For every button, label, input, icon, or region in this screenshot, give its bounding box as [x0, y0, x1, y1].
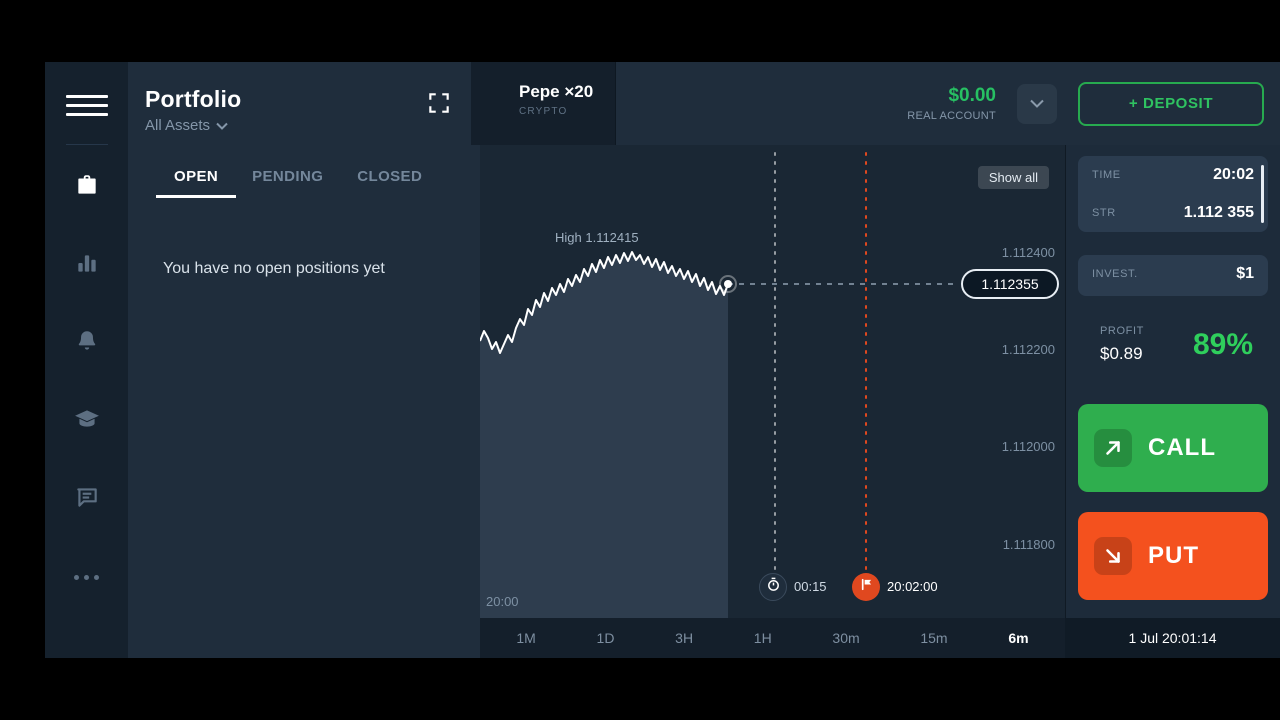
axis-price-label: 1.112000	[1001, 439, 1055, 454]
axis-price-label: 1.112400	[1001, 245, 1055, 260]
chart-canvas	[480, 152, 959, 618]
positions-tabs: OPEN PENDING CLOSED	[155, 168, 480, 198]
strike-row[interactable]: STR 1.112 355	[1078, 194, 1268, 232]
top-header: Pepe ×20 CRYPTO $0.00 REAL ACCOUNT + DEP…	[471, 62, 1280, 145]
invest-value: $1	[1236, 265, 1254, 282]
arrow-down-right-icon	[1094, 537, 1132, 575]
server-clock-value: 1 Jul 20:01:14	[1128, 630, 1217, 646]
invest-row[interactable]: INVEST. $1	[1078, 255, 1268, 293]
chat-icon	[74, 484, 100, 515]
countdown-marker	[759, 573, 787, 601]
tab-closed[interactable]: CLOSED	[357, 168, 423, 185]
arrow-up-right-icon	[1094, 429, 1132, 467]
asset-filter-dropdown[interactable]: All Assets	[145, 117, 480, 134]
strike-label: STR	[1092, 207, 1116, 219]
account-cluster: $0.00 REAL ACCOUNT + DEPOSIT	[907, 62, 1264, 145]
countdown-value: 00:15	[794, 579, 827, 594]
current-price-badge: 1.112355	[961, 269, 1059, 299]
timeframe-1H[interactable]: 1H	[753, 630, 772, 646]
tab-open[interactable]: OPEN	[155, 168, 237, 198]
sidebar	[45, 62, 128, 658]
account-dropdown-button[interactable]	[1017, 83, 1057, 124]
graduation-cap-icon	[74, 406, 100, 437]
asset-name: Pepe ×20	[519, 82, 594, 101]
bar-chart-icon	[74, 250, 100, 281]
timeframe-bar: 1M 1D 3H 1H 30m 15m 6m	[480, 618, 1065, 658]
expiry-marker	[852, 573, 880, 601]
briefcase-icon	[74, 172, 100, 203]
time-label: TIME	[1092, 169, 1121, 181]
timeframe-3H[interactable]: 3H	[675, 630, 694, 646]
strike-scrollbar[interactable]	[1261, 165, 1264, 223]
profit-amount: $0.89	[1100, 344, 1143, 363]
profit-left: PROFIT $0.89	[1100, 325, 1144, 364]
server-clock: 1 Jul 20:01:14	[1065, 618, 1280, 658]
sidebar-item-education[interactable]	[73, 407, 101, 435]
expiry-value: 20:02:00	[887, 579, 938, 594]
trade-panel: TIME 20:02 STR 1.112 355 INVEST. $1 PROF…	[1065, 145, 1280, 618]
price-area	[480, 252, 728, 618]
sidebar-nav	[73, 173, 101, 591]
chevron-down-icon	[216, 117, 228, 134]
profit-percent: 89%	[1192, 327, 1253, 361]
empty-positions-message: You have no open positions yet	[163, 260, 385, 277]
time-strike-card[interactable]: TIME 20:02 STR 1.112 355	[1078, 156, 1268, 232]
page-title: Portfolio	[145, 86, 242, 112]
time-value: 20:02	[1213, 166, 1254, 183]
asset-filter-label: All Assets	[145, 117, 211, 134]
show-all-button[interactable]: Show all	[977, 166, 1049, 189]
put-label: PUT	[1148, 542, 1199, 569]
bell-icon	[74, 328, 100, 359]
invest-card[interactable]: INVEST. $1	[1078, 255, 1268, 296]
time-row[interactable]: TIME 20:02	[1078, 156, 1268, 194]
call-button[interactable]: CALL	[1078, 404, 1268, 492]
time-axis-label: 20:00	[486, 594, 519, 609]
deposit-button[interactable]: + DEPOSIT	[1078, 81, 1264, 126]
asset-category: CRYPTO	[519, 106, 568, 117]
high-price-label: High 1.112415	[555, 230, 639, 245]
fullscreen-button[interactable]	[424, 90, 454, 120]
more-icon	[74, 574, 99, 580]
timeframe-1M[interactable]: 1M	[516, 630, 536, 646]
account-balance: $0.00	[948, 85, 996, 106]
timeframe-6m[interactable]: 6m	[1008, 630, 1029, 646]
price-line	[480, 251, 729, 354]
sidebar-item-chat[interactable]	[73, 485, 101, 513]
timeframe-30m[interactable]: 30m	[832, 630, 860, 646]
timeframe-15m[interactable]: 15m	[920, 630, 948, 646]
axis-price-label: 1.111800	[1002, 537, 1055, 552]
sidebar-divider	[65, 144, 108, 145]
invest-label: INVEST.	[1092, 268, 1138, 280]
current-price-dot-ring	[719, 275, 737, 293]
asset-selector[interactable]: Pepe ×20 CRYPTO	[471, 62, 616, 145]
put-button[interactable]: PUT	[1078, 512, 1268, 600]
timeframe-1D[interactable]: 1D	[596, 630, 615, 646]
current-price-dot	[724, 280, 732, 288]
flag-icon	[860, 578, 873, 596]
call-label: CALL	[1148, 434, 1216, 461]
account-type-label: REAL ACCOUNT	[907, 110, 996, 122]
axis-price-label: 1.112200	[1001, 342, 1055, 357]
balance-block: $0.00 REAL ACCOUNT	[907, 85, 996, 122]
stopwatch-icon	[766, 577, 781, 597]
menu-icon[interactable]	[65, 95, 108, 116]
chevron-down-icon	[1030, 95, 1044, 113]
tab-pending[interactable]: PENDING	[252, 168, 324, 185]
sidebar-item-portfolio[interactable]	[73, 173, 101, 201]
portfolio-panel: Portfolio All Assets OPEN PENDING CLOSED…	[128, 62, 480, 658]
trading-app: Portfolio All Assets OPEN PENDING CLOSED…	[45, 62, 1280, 658]
sidebar-item-charts[interactable]	[73, 251, 101, 279]
sidebar-item-more[interactable]	[73, 563, 101, 591]
profit-block: PROFIT $0.89 89%	[1066, 325, 1280, 364]
price-chart[interactable]: Show all High 1.112415 1.112400 1.112200…	[480, 145, 1065, 618]
profit-label: PROFIT	[1100, 325, 1144, 337]
strike-value: 1.112 355	[1183, 204, 1254, 221]
fullscreen-icon	[426, 90, 452, 121]
sidebar-item-notifications[interactable]	[73, 329, 101, 357]
